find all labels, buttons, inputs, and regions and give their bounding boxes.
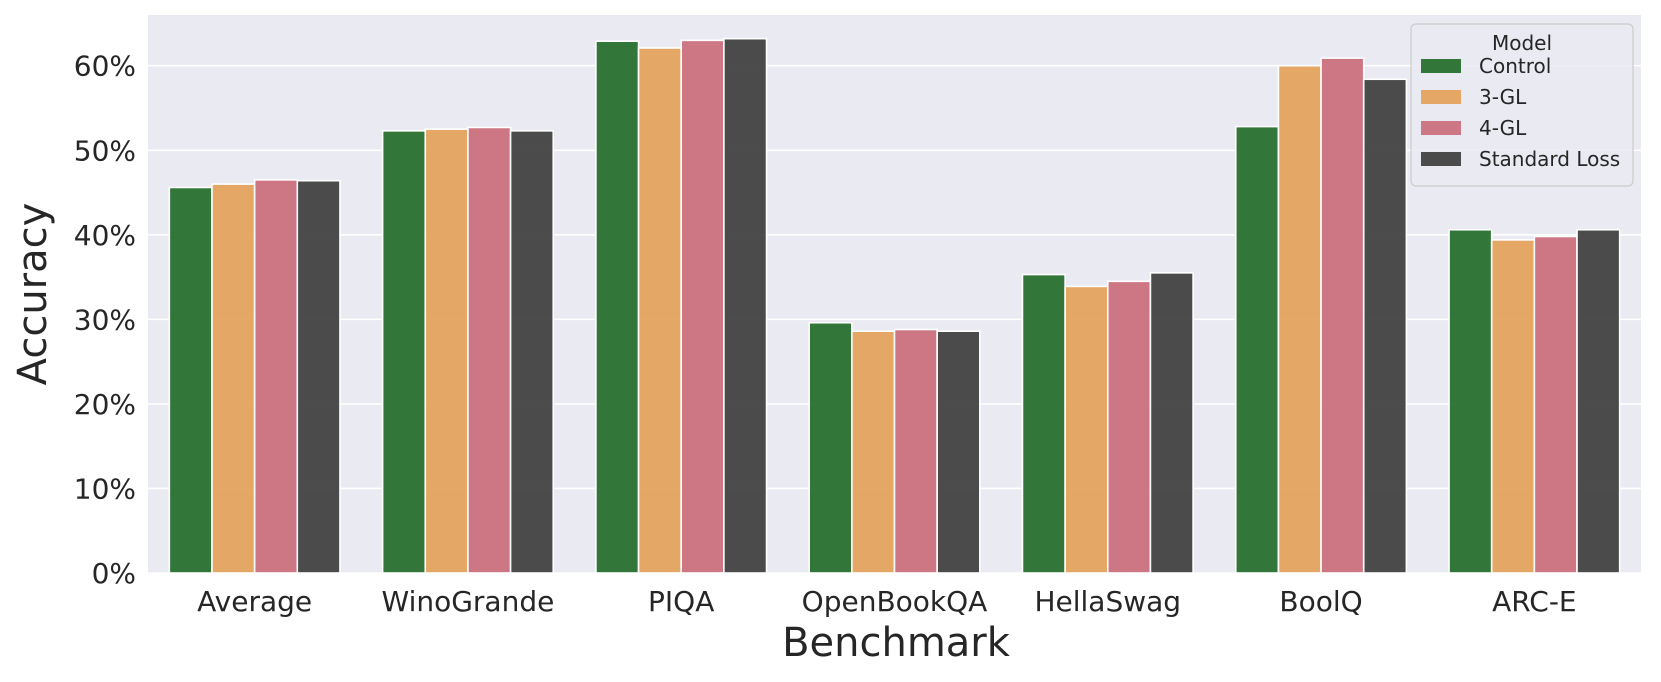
legend-swatch [1421, 59, 1461, 73]
legend-label: Standard Loss [1479, 147, 1620, 171]
legend: Model Control 3-GL 4-GL Standard Loss [1410, 23, 1634, 187]
bar-control [168, 186, 213, 574]
bar-3-gl [1277, 64, 1322, 574]
bar-standard-loss [1576, 228, 1621, 574]
bar-control [381, 130, 427, 574]
bar-control [595, 40, 640, 574]
bar-4-gl [1533, 235, 1578, 574]
legend-swatch [1421, 152, 1461, 166]
bar-4-gl [680, 39, 725, 574]
bar-control [1448, 228, 1493, 574]
x-tick-label: PIQA [648, 585, 714, 618]
bar-4-gl [893, 328, 938, 574]
bar-standard-loss [509, 130, 555, 574]
legend-swatch [1421, 90, 1461, 104]
bar-control [1234, 125, 1280, 574]
bar-3-gl [1064, 285, 1109, 574]
bar-standard-loss [1362, 78, 1408, 574]
x-tick-label: HellaSwag [1034, 585, 1181, 618]
bar-standard-loss [723, 37, 768, 574]
bar-control [808, 321, 853, 574]
y-tick-label: 10% [74, 472, 136, 505]
y-tick-label: 30% [74, 303, 136, 336]
y-tick-labels: 0% 10% 20% 30% 40% 50% 60% [74, 50, 136, 590]
y-tick-label: 50% [74, 134, 136, 167]
bar-3-gl [637, 47, 683, 574]
y-tick-label: 20% [74, 388, 136, 421]
bar-3-gl [424, 128, 469, 574]
x-tick-label: WinoGrande [382, 585, 555, 618]
x-tick-labels: Average WinoGrande PIQA OpenBookQA HellaSwag… [197, 585, 1576, 618]
bar-4-gl [1106, 280, 1152, 574]
y-tick-label: 0% [92, 557, 136, 590]
x-axis-label: Benchmark [782, 620, 1011, 666]
legend-title: Model [1492, 31, 1552, 55]
legend-label: Control [1479, 54, 1551, 78]
x-tick-label: Average [197, 585, 312, 618]
bars [168, 37, 1621, 574]
bar-control [1021, 273, 1066, 574]
y-axis-label: Accuracy [10, 203, 56, 386]
y-tick-label: 40% [74, 219, 136, 252]
bar-4-gl [253, 179, 299, 574]
legend-swatch [1421, 121, 1461, 135]
y-tick-label: 60% [74, 50, 136, 83]
x-tick-label: ARC-E [1492, 585, 1577, 618]
legend-label: 4-GL [1479, 116, 1527, 140]
bar-standard-loss [1149, 272, 1194, 574]
x-tick-label: OpenBookQA [802, 585, 988, 618]
x-tick-label: BoolQ [1279, 585, 1362, 618]
legend-items: Control 3-GL 4-GL Standard Loss [1421, 54, 1620, 171]
bar-standard-loss [936, 330, 981, 574]
legend-box [1410, 23, 1634, 187]
bar-standard-loss [296, 179, 341, 574]
bar-3-gl [1490, 239, 1536, 574]
bar-3-gl [211, 183, 256, 574]
bar-4-gl [467, 126, 512, 574]
bar-4-gl [1320, 57, 1365, 574]
bar-3-gl [851, 330, 896, 574]
legend-label: 3-GL [1479, 85, 1527, 109]
